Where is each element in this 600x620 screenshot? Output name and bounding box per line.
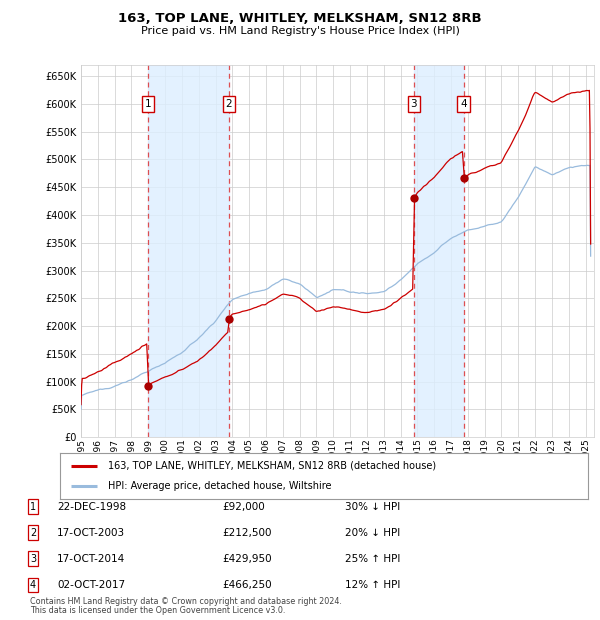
Text: 4: 4 bbox=[460, 99, 467, 109]
Text: 22-DEC-1998: 22-DEC-1998 bbox=[57, 502, 126, 512]
Text: £212,500: £212,500 bbox=[222, 528, 271, 538]
Text: 12% ↑ HPI: 12% ↑ HPI bbox=[345, 580, 400, 590]
Text: 17-OCT-2003: 17-OCT-2003 bbox=[57, 528, 125, 538]
Text: 163, TOP LANE, WHITLEY, MELKSHAM, SN12 8RB (detached house): 163, TOP LANE, WHITLEY, MELKSHAM, SN12 8… bbox=[107, 461, 436, 471]
Text: £429,950: £429,950 bbox=[222, 554, 272, 564]
Text: 3: 3 bbox=[30, 554, 36, 564]
Text: 02-OCT-2017: 02-OCT-2017 bbox=[57, 580, 125, 590]
Text: £92,000: £92,000 bbox=[222, 502, 265, 512]
Text: 17-OCT-2014: 17-OCT-2014 bbox=[57, 554, 125, 564]
Text: 163, TOP LANE, WHITLEY, MELKSHAM, SN12 8RB: 163, TOP LANE, WHITLEY, MELKSHAM, SN12 8… bbox=[118, 12, 482, 25]
Text: HPI: Average price, detached house, Wiltshire: HPI: Average price, detached house, Wilt… bbox=[107, 481, 331, 491]
Text: 25% ↑ HPI: 25% ↑ HPI bbox=[345, 554, 400, 564]
Bar bbox=[414, 65, 464, 437]
Text: This data is licensed under the Open Government Licence v3.0.: This data is licensed under the Open Gov… bbox=[30, 606, 286, 615]
Text: 20% ↓ HPI: 20% ↓ HPI bbox=[345, 528, 400, 538]
Text: £466,250: £466,250 bbox=[222, 580, 272, 590]
Text: 1: 1 bbox=[30, 502, 36, 512]
Text: 1: 1 bbox=[145, 99, 151, 109]
Text: 2: 2 bbox=[30, 528, 36, 538]
Text: 2: 2 bbox=[226, 99, 232, 109]
Bar bbox=[148, 65, 229, 437]
Text: 4: 4 bbox=[30, 580, 36, 590]
Text: 30% ↓ HPI: 30% ↓ HPI bbox=[345, 502, 400, 512]
Text: 3: 3 bbox=[410, 99, 417, 109]
Text: Price paid vs. HM Land Registry's House Price Index (HPI): Price paid vs. HM Land Registry's House … bbox=[140, 26, 460, 36]
Text: Contains HM Land Registry data © Crown copyright and database right 2024.: Contains HM Land Registry data © Crown c… bbox=[30, 597, 342, 606]
